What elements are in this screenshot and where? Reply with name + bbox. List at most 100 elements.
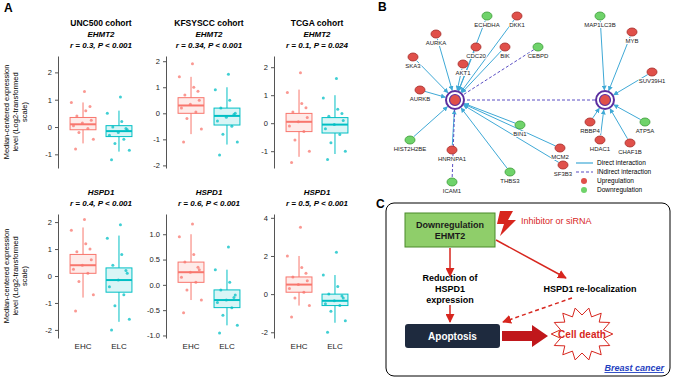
start-box <box>405 213 495 247</box>
lightning <box>497 211 516 236</box>
data-point <box>290 161 293 164</box>
median <box>106 279 132 281</box>
data-point <box>194 111 197 114</box>
data-point <box>75 250 78 253</box>
whisker-low <box>83 273 84 297</box>
data-point <box>299 71 302 74</box>
edge-direct <box>461 108 507 168</box>
y-tick-label: -1 <box>45 299 52 308</box>
data-point <box>119 223 122 226</box>
chart-subtitle: EHMT2 <box>87 30 115 39</box>
gene-node <box>640 118 650 126</box>
box <box>178 262 204 282</box>
x-axis: EHCELC <box>183 342 235 351</box>
arrow <box>449 305 451 322</box>
legend-label: INdirect interaction <box>597 168 652 175</box>
chart-subtitle: HSPD1 <box>196 188 223 197</box>
y-tick <box>271 332 274 333</box>
whisker-low <box>334 306 335 323</box>
chart-title: TCGA cohort <box>291 18 344 28</box>
data-point <box>192 253 195 256</box>
data-point <box>83 90 86 93</box>
y-tick-label: 1.0 <box>150 230 160 239</box>
edge-direct <box>593 108 600 118</box>
y-tick-label: 0 <box>48 272 52 281</box>
y-tick-group: 1 <box>156 83 166 92</box>
y-axis-line <box>166 215 167 339</box>
y-tick <box>163 165 166 166</box>
y-tick-group: -1 <box>45 150 58 159</box>
y-tick-label: 1 <box>48 96 52 105</box>
legend-down-key <box>581 187 587 193</box>
y-tick-label: -0.5 <box>147 306 160 315</box>
y-tick-label: 0 <box>264 119 268 128</box>
data-point <box>108 285 111 288</box>
data-point <box>122 138 125 141</box>
text-line: Median-centered expression <box>2 65 11 160</box>
y-tick-group: -2 <box>153 161 166 170</box>
data-point <box>72 268 75 271</box>
gene-label: RBBP4 <box>580 128 600 134</box>
y-tick-label: -2 <box>45 326 52 335</box>
box-chart: -1.0-0.50.00.51.0EHCELCHSPD1r = 0.6, P <… <box>147 188 240 351</box>
y-tick-label: 1 <box>264 91 268 100</box>
data-point <box>189 103 192 106</box>
data-point <box>230 125 233 128</box>
data-point <box>214 88 217 91</box>
y-axis-title: Median-centered expressionlevel (Log2-tr… <box>2 229 29 324</box>
hub-node <box>600 95 611 106</box>
gene-node <box>471 43 481 51</box>
gene-node <box>515 121 525 129</box>
data-point <box>126 272 129 275</box>
data-point <box>335 251 338 254</box>
data-point <box>236 324 239 327</box>
gene-node <box>533 43 543 51</box>
data-point <box>288 125 291 128</box>
chart-annotation: r = 0.34, P < 0.001 <box>176 41 243 50</box>
data-point <box>326 331 329 334</box>
box <box>178 98 204 114</box>
box-chart: -1012TCGA cohortEHMT2r = 0.1, P = 0.024 <box>261 18 348 169</box>
x-tick-label: EHC <box>291 342 308 351</box>
y-axis: -1012 <box>261 57 274 169</box>
y-tick-group: 4 <box>264 214 274 223</box>
panel-letter: C <box>376 197 385 211</box>
data-point <box>306 279 309 282</box>
y-tick-label: 4 <box>264 214 268 223</box>
x-tick-label: ELC <box>327 342 343 351</box>
gene-label: MAP1LC3B <box>584 22 615 28</box>
outcome-box <box>405 324 500 348</box>
gene-node <box>555 144 565 152</box>
whisker-low <box>118 137 119 152</box>
data-point <box>117 279 120 282</box>
data-point <box>77 280 80 283</box>
right-label: HSPD1 re-localization <box>543 284 636 294</box>
edge-direct <box>414 107 448 137</box>
data-point <box>344 150 347 153</box>
text-line: Downregulation <box>416 220 484 230</box>
edge-direct <box>601 110 604 135</box>
gene-node <box>447 146 457 154</box>
text-line: scale) <box>20 101 29 122</box>
data-point <box>336 285 339 288</box>
data-point <box>128 318 131 321</box>
gene-node <box>500 43 510 51</box>
text-line: Reduction of <box>423 273 479 283</box>
y-tick-group: 1 <box>48 96 58 105</box>
chart-annotation: r = 0.3, P < 0.001 <box>70 41 133 50</box>
marks <box>178 62 240 156</box>
y-axis: -1.0-0.50.00.51.0 <box>147 215 166 341</box>
x-tick-group: EHC <box>291 342 308 351</box>
data-point <box>81 264 84 267</box>
y-tick-label: -2 <box>261 328 268 337</box>
whisker-high <box>118 236 119 268</box>
data-point <box>225 299 228 302</box>
box <box>214 108 240 125</box>
y-axis-line <box>274 57 275 169</box>
y-tick-group: 0.0 <box>150 281 166 290</box>
gene-node <box>585 118 595 126</box>
gene-label: SUV39H1 <box>639 78 666 84</box>
chart-annotation: r = 0.1, P = 0.024 <box>286 41 349 50</box>
data-point <box>228 99 231 102</box>
data-point <box>214 268 217 271</box>
